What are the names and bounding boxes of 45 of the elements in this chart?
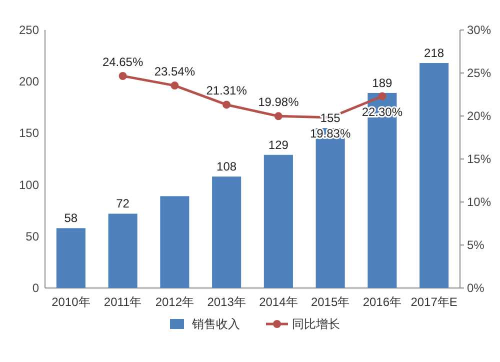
x-tick-label: 2010年 [52, 295, 90, 309]
x-tick-label: 2013年 [207, 295, 246, 309]
data-label: 72 [116, 196, 130, 211]
y-tick-label: 250 [18, 23, 40, 37]
y2-tick-label: 10% [467, 195, 492, 209]
y2-tick-label: 25% [467, 66, 492, 80]
x-tick-label: 2012年 [155, 295, 194, 309]
data-label: 108 [216, 160, 237, 174]
legend-label: 销售收入 [191, 317, 240, 331]
data-label: 21.31% [206, 84, 248, 98]
x-tick-label: 2015年 [310, 295, 350, 309]
bar [108, 214, 138, 288]
y2-tick-label: 20% [467, 109, 492, 123]
bar [56, 228, 86, 288]
y-tick-label: 0 [32, 281, 40, 295]
bar [420, 63, 449, 288]
point [222, 100, 231, 109]
y2-tick-label: 15% [467, 152, 492, 166]
y-tick-label: 150 [18, 126, 40, 140]
y2-tick-label: 30% [467, 23, 492, 37]
data-label: 218 [424, 46, 444, 60]
y2-tick-label: 0% [467, 281, 485, 295]
y-tick-label: 100 [18, 178, 40, 192]
legend-label: 同比增长 [292, 317, 340, 331]
y-tick-label: 200 [18, 74, 40, 89]
x-tick-label: 2011年 [104, 295, 142, 309]
x-tick-label: 2017年E [410, 295, 458, 309]
x-tick-label: 2016年 [362, 295, 402, 309]
bar [264, 154, 293, 288]
data-label: 189 [372, 76, 393, 90]
point [170, 82, 179, 90]
point [378, 92, 386, 100]
data-label: 129 [268, 138, 289, 152]
point [274, 112, 282, 120]
data-label: 19.98% [258, 95, 300, 110]
y2-tick-label: 5% [467, 238, 485, 252]
point [118, 72, 127, 80]
data-label: 155 [320, 111, 341, 126]
data-label: 23.54% [154, 64, 196, 79]
data-label: 24.65% [102, 55, 144, 70]
data-label: 58 [64, 211, 78, 226]
x-tick-label: 2014年 [259, 295, 298, 309]
y-tick-label: 50 [26, 229, 40, 244]
bar [160, 196, 190, 288]
bar [212, 176, 242, 288]
